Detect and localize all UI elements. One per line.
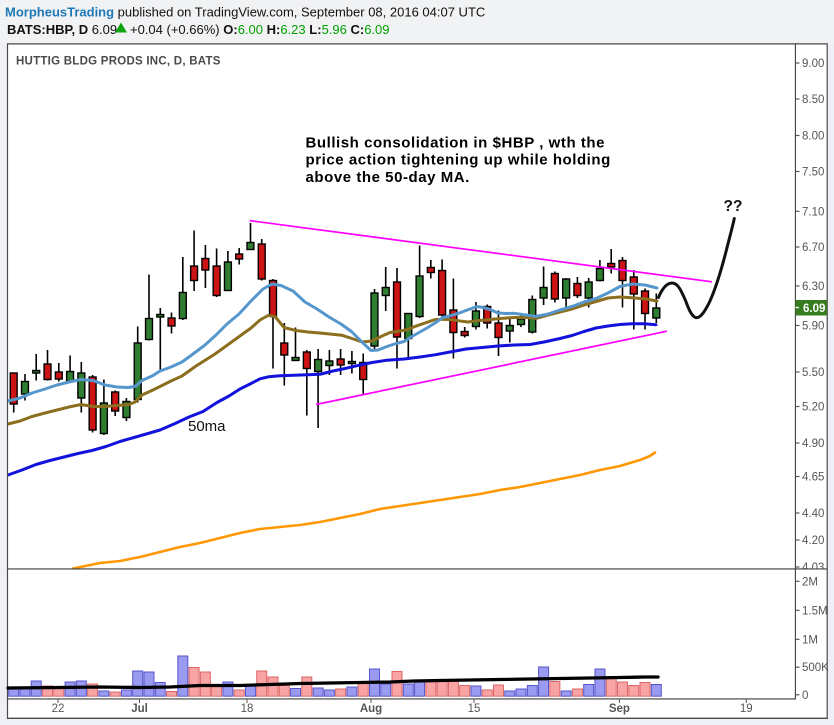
svg-text:8.00: 8.00 <box>802 131 824 143</box>
svg-text:4.90: 4.90 <box>802 438 824 450</box>
svg-text:price action tightening up whi: price action tightening up while holding <box>306 152 611 169</box>
svg-text:4.20: 4.20 <box>802 535 824 547</box>
svg-text:15: 15 <box>468 703 481 715</box>
svg-text:6.30: 6.30 <box>802 281 824 293</box>
svg-text:5.20: 5.20 <box>802 402 824 414</box>
svg-text:Bullish consolidation in $HBP: Bullish consolidation in $HBP , wth the <box>306 135 606 152</box>
svg-text:8.50: 8.50 <box>802 94 824 106</box>
svg-text:??: ?? <box>724 198 743 215</box>
svg-text:7.10: 7.10 <box>802 206 824 218</box>
svg-text:7.50: 7.50 <box>802 167 824 179</box>
svg-text:9.00: 9.00 <box>802 58 824 70</box>
svg-text:4.65: 4.65 <box>802 472 824 484</box>
svg-text:22: 22 <box>52 703 65 715</box>
svg-text:HUTTIG BLDG PRODS INC, D, BATS: HUTTIG BLDG PRODS INC, D, BATS <box>16 56 221 68</box>
svg-text:4.40: 4.40 <box>802 508 824 520</box>
svg-text:1.5M: 1.5M <box>802 605 828 617</box>
svg-text:1M: 1M <box>802 634 818 646</box>
svg-text:0: 0 <box>802 690 808 702</box>
svg-text:50ma: 50ma <box>188 418 226 435</box>
svg-text:500K: 500K <box>802 662 829 674</box>
svg-text:6.70: 6.70 <box>802 242 824 254</box>
svg-text:18: 18 <box>241 703 254 715</box>
svg-text:Sep: Sep <box>609 703 630 715</box>
svg-text:5.90: 5.90 <box>802 321 824 333</box>
svg-text:2M: 2M <box>802 576 818 588</box>
svg-text:+0.04 (+0.66%) O:6.00 H:6.23 L: +0.04 (+0.66%) O:6.00 H:6.23 L:5.96 C:6.… <box>130 22 390 37</box>
svg-text:19: 19 <box>740 703 753 715</box>
svg-text:4.03: 4.03 <box>802 562 824 574</box>
svg-text:6.09: 6.09 <box>803 303 825 315</box>
svg-text:MorpheusTrading published on T: MorpheusTrading published on TradingView… <box>5 5 485 20</box>
svg-text:BATS:HBP, D 6.09: BATS:HBP, D 6.09 <box>7 22 117 37</box>
svg-text:Jul: Jul <box>131 703 148 715</box>
svg-text:Aug: Aug <box>360 703 382 715</box>
svg-text:5.50: 5.50 <box>802 367 824 379</box>
svg-text:above the 50-day MA.: above the 50-day MA. <box>306 169 470 186</box>
